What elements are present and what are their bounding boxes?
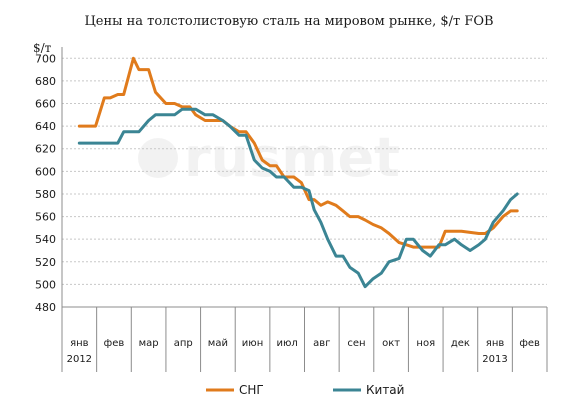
x-tick-label: июн — [242, 338, 263, 349]
series-line-sng — [77, 56, 519, 249]
x-tick-label: фев — [519, 338, 540, 349]
y-tick-label: 560 — [35, 211, 56, 224]
y-tick-label: 640 — [35, 120, 56, 133]
x-tick-label: янв — [70, 338, 89, 349]
x-tick-label: май — [208, 338, 228, 349]
legend-label-china: Китай — [366, 383, 404, 397]
series-line-china — [77, 107, 519, 289]
legend-label-sng: СНГ — [239, 383, 264, 397]
x-tick-label: фев — [104, 338, 125, 349]
y-axis: 480 500 520 540 560 580 600 620 640 660 680 700 — [35, 47, 63, 314]
legend: СНГ Китай — [206, 383, 404, 397]
y-tick-label: 600 — [35, 165, 56, 178]
x-tick-label: сен — [347, 338, 365, 349]
y-tick-label: 660 — [35, 98, 56, 111]
x-tick-label: мар — [139, 338, 159, 349]
y-tick-label: 700 — [35, 52, 56, 65]
x-tick-label: ноя — [416, 338, 435, 349]
x-tick-year-label: 2013 — [482, 354, 507, 365]
y-tick-label: 580 — [35, 188, 56, 201]
chart-title: Цены на толстолистовую сталь на мировом … — [84, 14, 493, 29]
y-tick-label: 500 — [35, 278, 56, 291]
plot-area — [77, 56, 519, 289]
y-tick-label: 480 — [35, 301, 56, 314]
x-tick-label: авг — [313, 338, 330, 349]
x-tick-label: янв — [486, 338, 505, 349]
y-tick-label: 520 — [35, 256, 56, 269]
y-tick-label: 680 — [35, 75, 56, 88]
y-axis-unit: $/т — [33, 41, 52, 55]
svg-text:rusmet: rusmet — [184, 126, 400, 189]
x-tick-label: июл — [277, 338, 298, 349]
x-tick-label: апр — [174, 338, 193, 349]
grid — [62, 57, 547, 285]
watermark: rusmet — [138, 126, 400, 189]
y-tick-label: 540 — [35, 233, 56, 246]
x-tick-year-label: 2012 — [67, 354, 92, 365]
x-tick-label: окт — [382, 338, 400, 349]
y-tick-label: 620 — [35, 143, 56, 156]
x-tick-label: дек — [451, 338, 470, 349]
x-axis: янв 2012 фев мар апр май июн июл авг сен окт ноя дек… — [61, 306, 548, 372]
